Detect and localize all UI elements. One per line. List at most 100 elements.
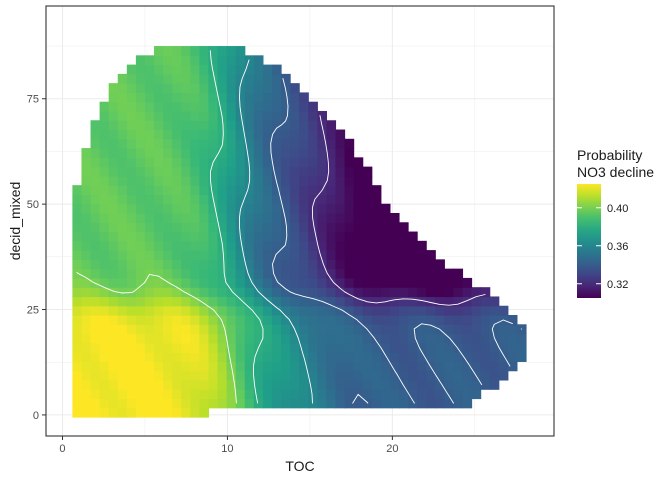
heatmap-tile (117, 157, 128, 168)
heatmap-tile (81, 296, 92, 307)
heatmap-tile (126, 407, 137, 418)
heatmap-tile (172, 333, 182, 344)
heatmap-tile (271, 324, 282, 335)
heatmap-tile (126, 120, 137, 131)
heatmap-tile (126, 203, 137, 214)
heatmap-tile (290, 296, 300, 307)
heatmap-tile (208, 342, 219, 353)
heatmap-tile (81, 277, 92, 288)
heatmap-tile (199, 222, 210, 233)
heatmap-tile (281, 120, 291, 131)
heatmap-tile (253, 166, 264, 177)
heatmap-tile (181, 250, 191, 260)
heatmap-tile (199, 138, 210, 149)
heatmap-tile (281, 268, 291, 279)
heatmap-tile (253, 175, 264, 186)
heatmap-tile (226, 129, 237, 140)
heatmap-tile (299, 194, 309, 205)
heatmap-tile (498, 370, 509, 381)
heatmap-tile (208, 46, 219, 56)
heatmap-tile (317, 157, 327, 168)
heatmap-tile (317, 361, 327, 372)
heatmap-tile (81, 370, 92, 381)
heatmap-tile (417, 379, 427, 390)
heatmap-tile (498, 352, 509, 362)
heatmap-tile (353, 287, 364, 298)
heatmap-tile (317, 259, 327, 270)
heatmap-tile (154, 342, 164, 353)
heatmap-tile (190, 277, 200, 288)
heatmap-tile (144, 101, 155, 112)
heatmap-tile (154, 250, 164, 260)
heatmap-tile (244, 83, 255, 94)
heatmap-tile (426, 379, 436, 390)
heatmap-tile (226, 333, 237, 344)
heatmap-tile (335, 259, 346, 270)
heatmap-tile (290, 148, 300, 158)
heatmap-tile (344, 212, 355, 223)
heatmap-tile (235, 352, 246, 362)
heatmap-tile (281, 231, 291, 242)
heatmap-tile (226, 166, 237, 177)
heatmap-tile (163, 194, 173, 205)
heatmap-tile (271, 166, 282, 177)
heatmap-tile (290, 203, 300, 214)
heatmap-tile (271, 120, 282, 131)
heatmap-tile (217, 92, 228, 103)
heatmap-tile (90, 240, 101, 251)
heatmap-tile (235, 120, 246, 131)
heatmap-tile (117, 231, 128, 242)
heatmap-tile (308, 389, 318, 400)
heatmap-tile (117, 148, 128, 158)
heatmap-tile (262, 175, 273, 186)
heatmap-tile (398, 379, 409, 390)
heatmap-tile (108, 259, 119, 270)
heatmap-tile (226, 148, 237, 158)
heatmap-tile (199, 361, 210, 372)
heatmap-tile (281, 370, 291, 381)
heatmap-tile (335, 277, 346, 288)
heatmap-tile (353, 379, 364, 390)
heatmap-tile (144, 361, 155, 372)
heatmap-tile (380, 342, 391, 353)
heatmap-tile (217, 129, 228, 140)
heatmap-tile (181, 407, 191, 418)
heatmap-tile (108, 277, 119, 288)
heatmap-tile (108, 129, 119, 140)
heatmap-tile (317, 250, 327, 260)
heatmap-tile (299, 342, 309, 353)
heatmap-tile (290, 370, 300, 381)
heatmap-tile (235, 185, 246, 196)
heatmap-tile (144, 352, 155, 362)
heatmap-tile (154, 120, 164, 131)
heatmap-tile (462, 296, 473, 307)
heatmap-tile (226, 287, 237, 298)
heatmap-tile (317, 398, 327, 409)
heatmap-tile (271, 185, 282, 196)
heatmap-tile (135, 148, 146, 158)
heatmap-tile (408, 342, 418, 353)
heatmap-tile (380, 222, 391, 233)
heatmap-tile (172, 407, 182, 418)
heatmap-tile (181, 46, 191, 56)
heatmap-tile (281, 315, 291, 325)
heatmap-tile (281, 185, 291, 196)
heatmap-tile (181, 175, 191, 186)
heatmap-tile (90, 138, 101, 149)
x-axis-title: TOC (285, 458, 314, 474)
heatmap-tile (326, 185, 337, 196)
heatmap-tile (126, 231, 137, 242)
heatmap-tile (417, 370, 427, 381)
heatmap-tile (389, 333, 400, 344)
heatmap-tile (126, 268, 137, 279)
heatmap-tile (217, 315, 228, 325)
heatmap-tile (290, 250, 300, 260)
heatmap-tile (72, 203, 83, 214)
heatmap-tile (271, 110, 282, 121)
heatmap-tile (389, 259, 400, 270)
heatmap-tile (299, 157, 309, 168)
heatmap-tile (235, 212, 246, 223)
heatmap-tile (435, 370, 445, 381)
heatmap-tile (163, 166, 173, 177)
heatmap-tile (226, 389, 237, 400)
